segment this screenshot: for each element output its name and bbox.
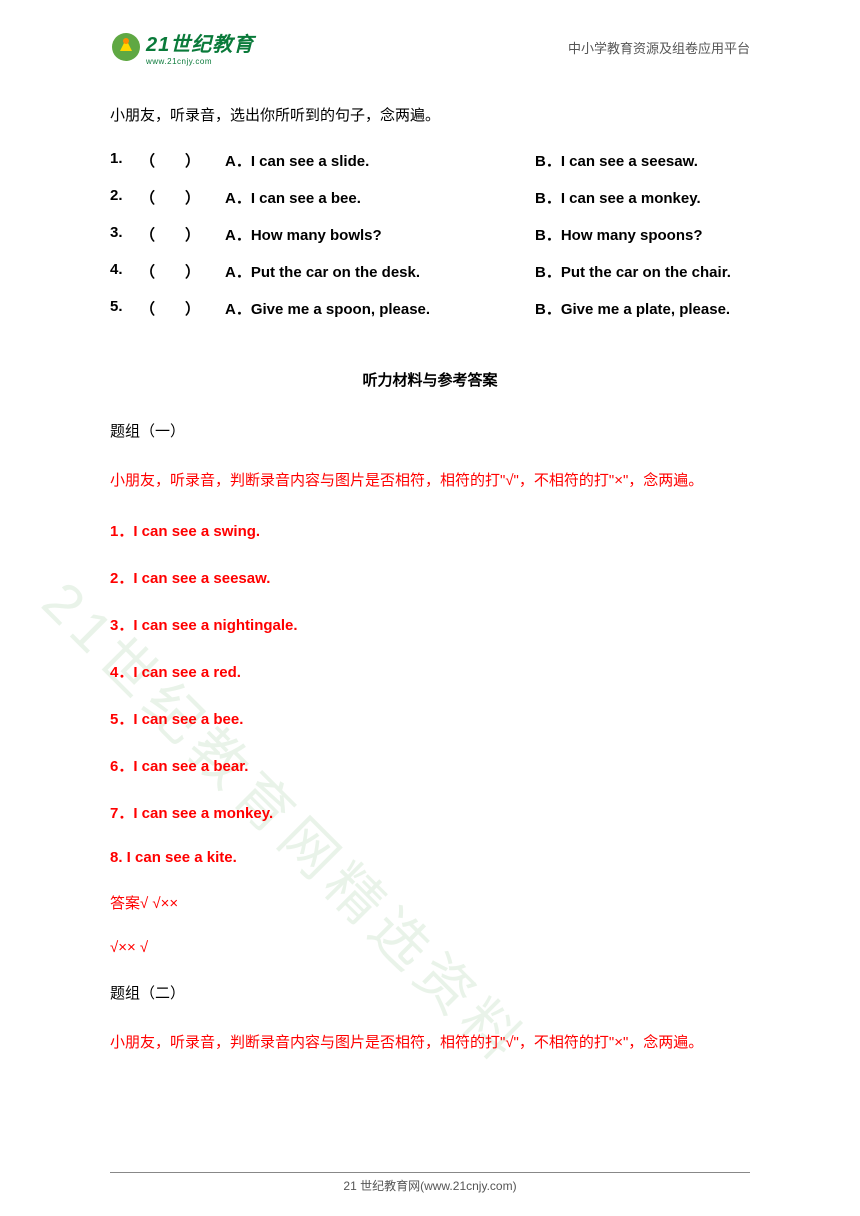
group-2-label: 题组（二）	[110, 982, 750, 1003]
question-num: 3.	[110, 224, 140, 245]
group-1-label: 题组（一）	[110, 420, 750, 441]
option-b: B．I can see a monkey.	[535, 187, 750, 208]
group-2-instruction: 小朋友，听录音，判断录音内容与图片是否相符，相符的打"√"，不相符的打"×"，念…	[110, 1029, 750, 1056]
group-1-answer-2: √×× √	[110, 939, 750, 956]
logo-sub-text: www.21cnjy.com	[146, 57, 254, 66]
header-right-text: 中小学教育资源及组卷应用平台	[568, 38, 750, 57]
logo: 21世纪教育 www.21cnjy.com	[110, 28, 254, 66]
question-row: 3. （ ） A．How many bowls? B．How many spoo…	[110, 224, 750, 245]
question-num: 1.	[110, 150, 140, 171]
footer-text: 21 世纪教育网(www.21cnjy.com)	[0, 1177, 860, 1194]
questions-list: 1. （ ） A．I can see a slide. B．I can see …	[110, 150, 750, 319]
option-a: A．Give me a spoon, please.	[225, 298, 535, 319]
listening-item: 2．I can see a seesaw.	[110, 567, 750, 588]
option-a: A．I can see a bee.	[225, 187, 535, 208]
question-blank: （ ）	[140, 187, 225, 208]
page-footer: 21 世纪教育网(www.21cnjy.com)	[0, 1172, 860, 1194]
question-num: 5.	[110, 298, 140, 319]
listening-item: 5．I can see a bee.	[110, 708, 750, 729]
listening-item: 6．I can see a bear.	[110, 755, 750, 776]
listening-item: 7．I can see a monkey.	[110, 802, 750, 823]
question-row: 5. （ ） A．Give me a spoon, please. B．Give…	[110, 298, 750, 319]
option-a: A．Put the car on the desk.	[225, 261, 535, 282]
question-blank: （ ）	[140, 261, 225, 282]
listening-item: 4．I can see a red.	[110, 661, 750, 682]
logo-main-text: 21世纪教育	[146, 28, 254, 57]
question-num: 4.	[110, 261, 140, 282]
option-b: B．Put the car on the chair.	[535, 261, 750, 282]
question-blank: （ ）	[140, 224, 225, 245]
option-a: A．How many bowls?	[225, 224, 535, 245]
question-num: 2.	[110, 187, 140, 208]
group-1-instruction: 小朋友，听录音，判断录音内容与图片是否相符，相符的打"√"，不相符的打"×"，念…	[110, 467, 750, 494]
logo-icon	[110, 31, 142, 63]
option-a: A．I can see a slide.	[225, 150, 535, 171]
answer-section-title: 听力材料与参考答案	[110, 369, 750, 390]
page-header: 21世纪教育 www.21cnjy.com 中小学教育资源及组卷应用平台	[0, 0, 860, 76]
option-b: B．How many spoons?	[535, 224, 750, 245]
logo-text-container: 21世纪教育 www.21cnjy.com	[146, 28, 254, 66]
option-b: B．I can see a seesaw.	[535, 150, 750, 171]
group-1-answer-1: 答案√ √××	[110, 892, 750, 913]
question-blank: （ ）	[140, 298, 225, 319]
footer-divider	[110, 1172, 750, 1173]
listening-item: 3．I can see a nightingale.	[110, 614, 750, 635]
listening-item: 1．I can see a swing.	[110, 520, 750, 541]
question-row: 2. （ ） A．I can see a bee. B．I can see a …	[110, 187, 750, 208]
question-row: 1. （ ） A．I can see a slide. B．I can see …	[110, 150, 750, 171]
main-content: 小朋友，听录音，选出你所听到的句子，念两遍。 1. （ ） A．I can se…	[0, 76, 860, 1056]
group-1-items: 1．I can see a swing. 2．I can see a seesa…	[110, 520, 750, 866]
question-blank: （ ）	[140, 150, 225, 171]
main-instruction: 小朋友，听录音，选出你所听到的句子，念两遍。	[110, 104, 750, 128]
question-row: 4. （ ） A．Put the car on the desk. B．Put …	[110, 261, 750, 282]
option-b: B．Give me a plate, please.	[535, 298, 750, 319]
listening-item: 8. I can see a kite.	[110, 849, 750, 866]
